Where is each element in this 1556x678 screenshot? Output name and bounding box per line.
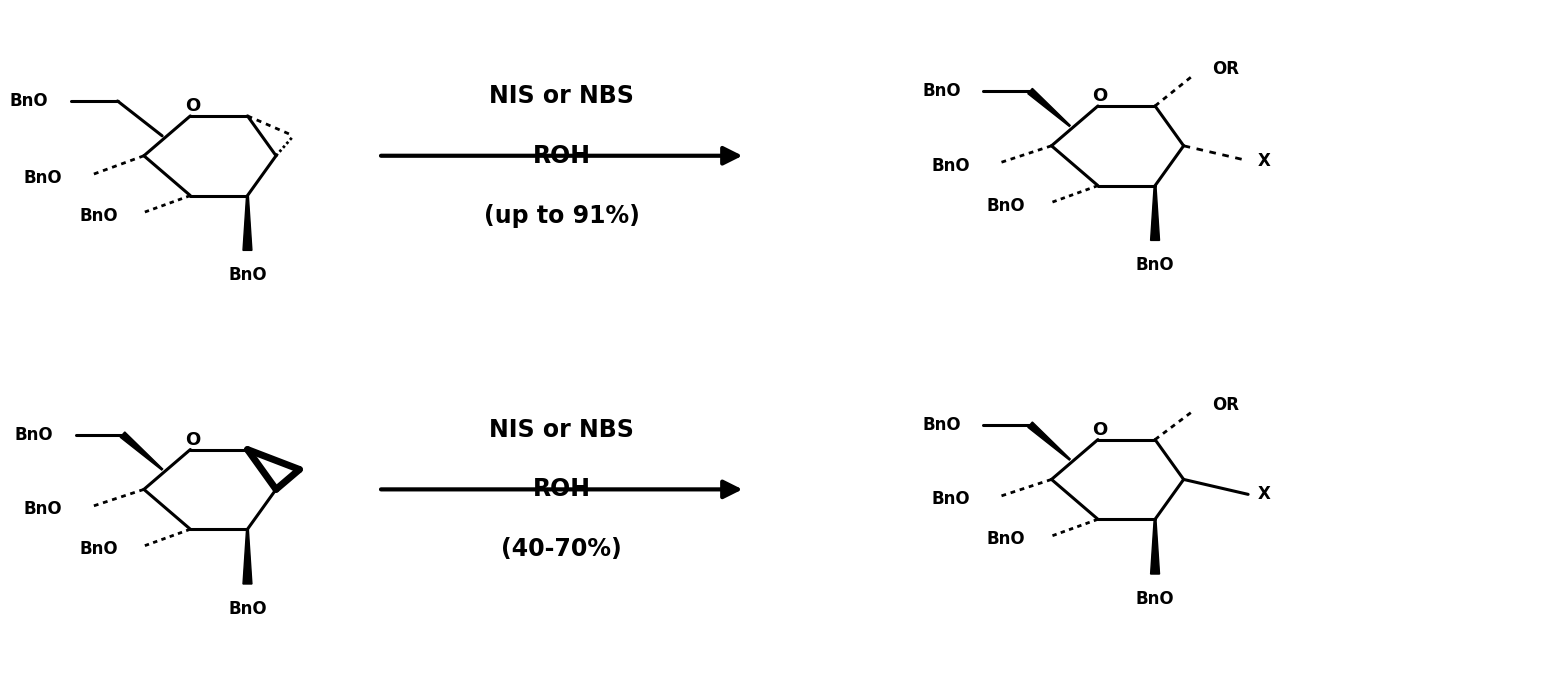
Text: OR: OR (1212, 60, 1240, 78)
Text: BnO: BnO (932, 490, 971, 508)
Text: OR: OR (1212, 396, 1240, 414)
Text: ROH: ROH (532, 144, 591, 167)
Text: BnO: BnO (23, 500, 62, 518)
Text: BnO: BnO (987, 530, 1025, 549)
Text: BnO: BnO (923, 416, 960, 434)
Polygon shape (120, 432, 163, 470)
Text: BnO: BnO (229, 600, 266, 618)
Polygon shape (1150, 186, 1159, 241)
Text: BnO: BnO (1136, 590, 1175, 608)
Text: O: O (185, 431, 199, 449)
Text: BnO: BnO (1136, 256, 1175, 275)
Text: X: X (1259, 152, 1271, 170)
Text: BnO: BnO (9, 92, 48, 110)
Text: X: X (1259, 485, 1271, 503)
Text: BnO: BnO (229, 266, 266, 284)
Text: BnO: BnO (923, 82, 960, 100)
Text: NIS or NBS: NIS or NBS (489, 84, 635, 108)
Polygon shape (243, 195, 252, 250)
Text: BnO: BnO (14, 426, 53, 443)
Text: (up to 91%): (up to 91%) (484, 203, 640, 228)
Text: BnO: BnO (932, 157, 971, 175)
Text: ROH: ROH (532, 477, 591, 502)
Polygon shape (243, 530, 252, 584)
Text: O: O (1092, 87, 1108, 105)
Polygon shape (1029, 88, 1071, 126)
Text: O: O (1092, 420, 1108, 439)
Text: BnO: BnO (79, 207, 118, 224)
Text: BnO: BnO (23, 169, 62, 186)
Text: NIS or NBS: NIS or NBS (489, 418, 635, 441)
Text: O: O (185, 97, 199, 115)
Polygon shape (1029, 422, 1071, 460)
Text: BnO: BnO (79, 540, 118, 558)
Polygon shape (1150, 519, 1159, 574)
Text: (40-70%): (40-70%) (501, 537, 622, 561)
Text: BnO: BnO (987, 197, 1025, 214)
